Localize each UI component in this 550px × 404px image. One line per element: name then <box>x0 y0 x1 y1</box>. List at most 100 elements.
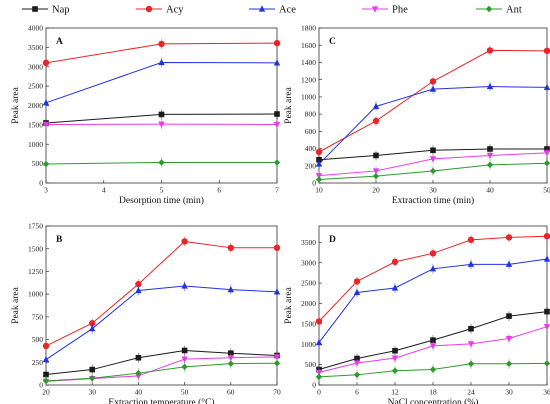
data-point <box>467 360 475 367</box>
data-point <box>505 260 513 267</box>
data-point <box>430 147 436 154</box>
series-nap <box>43 345 280 380</box>
y-tick-label: 2000 <box>28 101 43 110</box>
y-tick-label: 1000 <box>28 290 43 299</box>
x-tick-label: 7 <box>275 186 279 195</box>
series-ant <box>315 158 550 185</box>
data-point <box>543 360 550 367</box>
x-tick-label: 10 <box>315 186 323 195</box>
data-point <box>429 156 437 163</box>
plot-frame <box>45 225 278 386</box>
data-point <box>543 232 550 240</box>
data-point <box>543 83 550 91</box>
series-acy <box>42 236 281 351</box>
y-axis-label: Peak area <box>284 86 294 123</box>
data-point <box>42 99 50 106</box>
y-tick-label: 0 <box>39 179 43 188</box>
data-point <box>429 265 437 272</box>
data-point <box>89 320 96 327</box>
data-point <box>372 172 380 180</box>
y-tick-label: 500 <box>32 335 44 344</box>
x-tick-label: 30 <box>429 186 437 195</box>
series-ace <box>42 57 281 108</box>
data-point <box>135 280 142 288</box>
data-point <box>429 366 437 373</box>
data-point <box>42 377 50 385</box>
x-tick-label: 4 <box>102 186 106 195</box>
data-point <box>315 339 323 346</box>
x-tick-label: 20 <box>42 388 50 397</box>
x-axis-label: Extraction temperature (°C) <box>108 397 214 404</box>
series-acy <box>315 45 550 157</box>
x-tick-label: 50 <box>543 186 550 195</box>
series-ace <box>42 280 281 365</box>
x-tick-label: 36 <box>543 388 550 397</box>
data-point <box>429 85 437 92</box>
y-tick-label: 1750 <box>28 222 43 231</box>
y-tick-label: 1600 <box>301 41 316 50</box>
panel-letter: D <box>329 235 336 245</box>
data-point <box>430 337 436 343</box>
y-tick-label: 1200 <box>301 75 316 84</box>
x-tick-label: 6 <box>217 186 221 195</box>
data-point <box>467 341 475 348</box>
y-axis-label: Peak area <box>11 86 21 123</box>
data-point <box>135 286 142 294</box>
series-line-nap <box>45 349 278 376</box>
x-axis-label: Desorption time (min) <box>119 195 204 206</box>
data-point <box>391 284 399 291</box>
data-point <box>227 286 234 293</box>
data-point <box>158 58 165 66</box>
data-point <box>391 367 399 374</box>
y-tick-label: 500 <box>32 159 44 168</box>
x-tick-label: 30 <box>88 388 96 397</box>
data-point <box>505 360 513 367</box>
data-point <box>158 121 165 128</box>
data-point <box>429 167 437 175</box>
x-tick-label: 3 <box>44 186 48 195</box>
data-point <box>42 355 50 363</box>
panel-letter: C <box>329 37 336 47</box>
panel-letter: B <box>56 235 63 245</box>
data-point <box>181 282 188 289</box>
x-tick-label: 0 <box>317 388 321 397</box>
data-point <box>135 354 142 361</box>
y-tick-label: 1000 <box>301 340 316 349</box>
series-ant <box>42 157 281 170</box>
data-point <box>353 360 361 367</box>
data-point <box>429 78 437 85</box>
data-point <box>543 150 550 157</box>
data-point <box>273 359 281 367</box>
y-tick-label: 3500 <box>301 238 316 247</box>
data-point <box>158 111 165 118</box>
legend-marker-ant <box>485 5 493 13</box>
legend-label-nap: Nap <box>52 5 70 16</box>
x-tick-label: 18 <box>429 388 437 397</box>
x-tick-label: 50 <box>181 388 189 397</box>
y-tick-label: 1000 <box>28 140 43 149</box>
x-tick-label: 12 <box>391 388 399 397</box>
data-point <box>274 111 280 117</box>
legend-label-ace: Ace <box>279 5 296 16</box>
data-point <box>315 373 323 381</box>
data-point <box>273 159 281 166</box>
panel-letter: A <box>56 37 63 47</box>
y-tick-label: 250 <box>32 358 44 367</box>
series-line-acy <box>318 49 548 153</box>
data-point <box>315 176 323 183</box>
x-tick-label: 60 <box>227 388 235 397</box>
y-tick-label: 0 <box>312 381 316 390</box>
x-tick-label: 40 <box>135 388 143 397</box>
data-point <box>315 160 323 167</box>
data-point <box>42 121 50 129</box>
legend-marker-nap <box>32 6 38 12</box>
y-tick-label: 1500 <box>28 120 43 129</box>
y-tick-label: 200 <box>305 161 317 170</box>
data-point <box>468 325 474 332</box>
y-tick-label: 3000 <box>301 258 316 267</box>
series-phe <box>42 119 281 130</box>
x-tick-label: 40 <box>486 186 494 195</box>
legend-label-ant: Ant <box>506 5 522 16</box>
